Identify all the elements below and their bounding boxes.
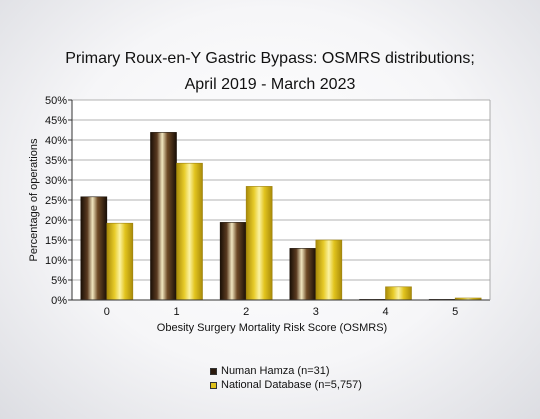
bar-numan-hamza-1 [150,132,177,301]
bar-numan-hamza-2 [219,222,247,301]
y-tick-label: 25% [45,195,67,207]
y-tick-label: 10% [45,255,67,267]
x-tick-label: 2 [243,306,249,318]
legend-item-numan-hamza: Numan Hamza (n=31) [210,364,362,378]
chart-title: Primary Roux-en-Y Gastric Bypass: OSMRS … [0,46,540,98]
y-tick-label: 15% [45,235,67,247]
bar-numan-hamza-3 [289,248,317,301]
legend-label: Numan Hamza (n=31) [221,365,330,377]
grid-lines [68,99,490,301]
bar-national-database-0 [106,222,134,301]
y-tick-label: 30% [45,175,67,187]
y-tick-label: 35% [45,155,67,167]
legend-swatch-gold [210,381,217,389]
x-tick-label: 4 [382,306,388,318]
y-tick-label: 5% [51,275,67,287]
x-tick-label: 3 [313,306,319,318]
y-tick-label: 40% [45,135,67,147]
legend-label: National Database (n=5,757) [221,379,362,391]
y-axis-title: Percentage of operations [28,138,40,261]
y-tick-label: 20% [45,215,67,227]
y-tick-label: 50% [45,95,67,107]
bar-numan-hamza-0 [80,196,108,301]
bar-national-database-1 [176,162,203,301]
axes [71,100,491,301]
chart-title-line-2: April 2019 - March 2023 [184,76,356,93]
bar-national-database-4 [385,286,412,301]
x-axis-title: Obesity Surgery Mortality Risk Score (OS… [157,322,387,334]
legend-swatch-dark [210,367,217,375]
chart-title-line-1: Primary Roux-en-Y Gastric Bypass: OSMRS … [65,50,475,67]
x-tick-label: 5 [452,306,458,318]
bar-national-database-3 [315,239,343,301]
y-tick-labels: 0% 5% 10% 15% 20% 25% 30% 35% 40% 45% 50% [45,95,67,307]
bar-national-database-2 [245,186,273,301]
x-tick-label: 1 [173,306,179,318]
x-tick-labels: 0 1 2 3 4 5 [104,306,458,318]
x-tick-label: 0 [104,306,110,318]
legend-item-national-database: National Database (n=5,757) [210,378,362,392]
bars [80,132,482,301]
y-tick-label: 45% [45,115,67,127]
legend: Numan Hamza (n=31) National Database (n=… [210,364,362,392]
y-tick-label: 0% [51,295,67,307]
